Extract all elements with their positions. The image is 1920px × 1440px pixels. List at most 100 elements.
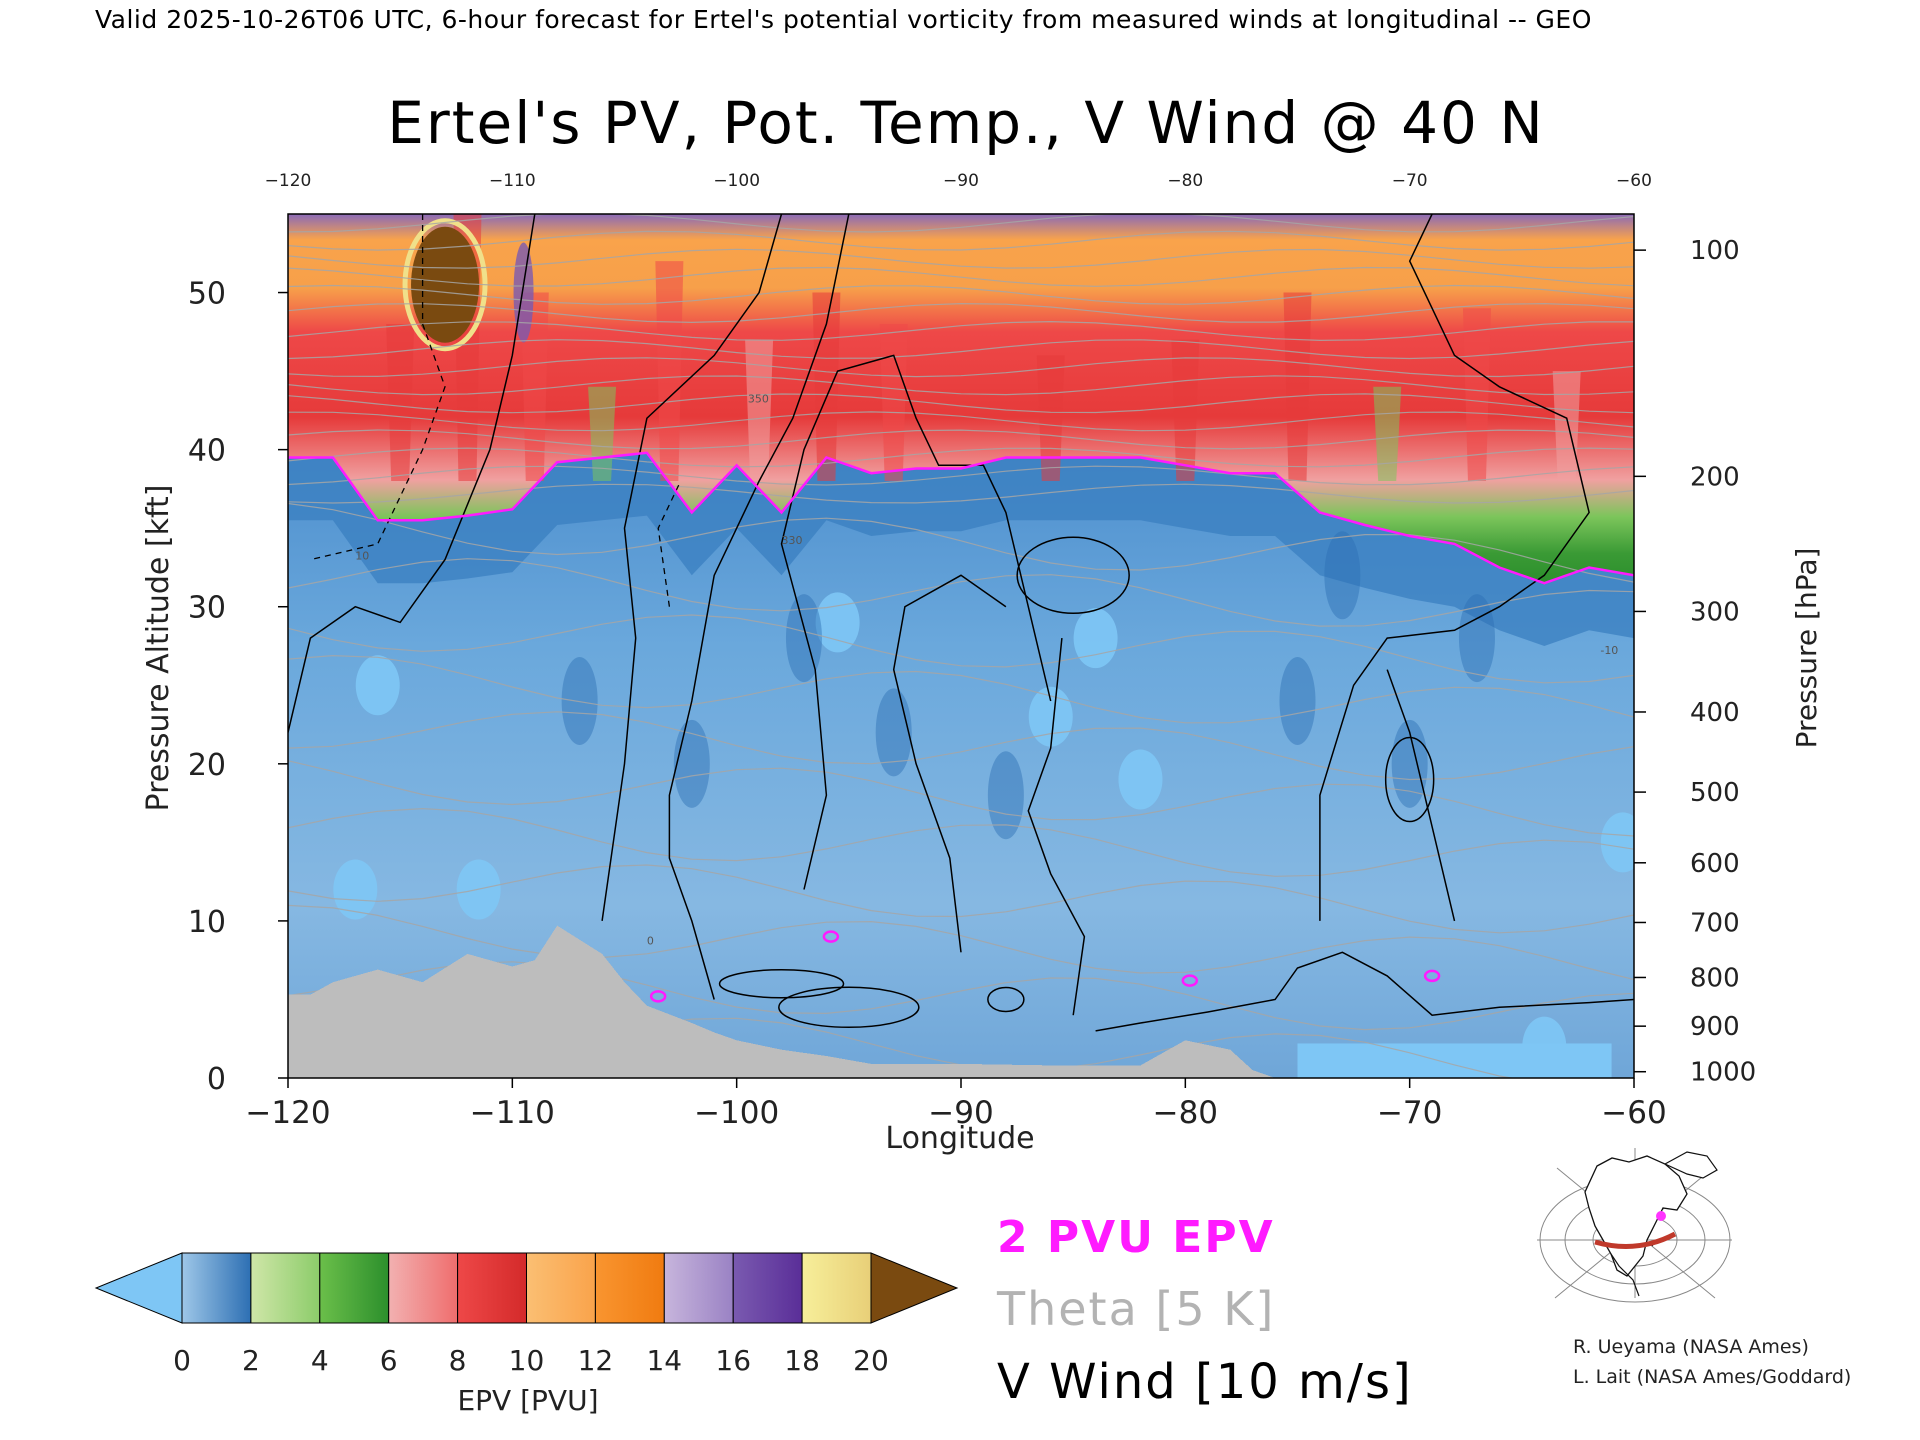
v-wind-contour	[1027, 638, 1086, 1016]
theta-contour	[288, 711, 1634, 781]
theta-contour	[288, 654, 1634, 724]
pv-plume	[1373, 386, 1402, 482]
forecast-marker-icon	[1656, 1211, 1666, 1221]
credit-line-2: L. Lait (NASA Ames/Goddard)	[1573, 1366, 1851, 1388]
contour-label: 0	[647, 934, 654, 947]
pressure-tick-label: 600	[1690, 849, 1740, 879]
theta-contour	[288, 558, 1634, 627]
pv-2pvu-marker	[1423, 969, 1441, 983]
valid-time-header: Valid 2025-10-26T06 UTC, 6-hour forecast…	[95, 5, 1592, 34]
v-wind-contour	[288, 214, 536, 733]
pv-plume	[1171, 339, 1200, 482]
theta-contour	[288, 904, 1634, 981]
theta-contour	[288, 483, 1634, 504]
low-pv-patch	[333, 859, 378, 920]
cross-section-line-icon	[1594, 1231, 1677, 1249]
colorbar-bin	[594, 1252, 665, 1324]
theta-contour	[288, 807, 1634, 877]
low-pv-patch	[1073, 608, 1118, 669]
contour-label: -10	[1600, 644, 1618, 657]
theta-contour	[288, 230, 1634, 251]
x-tick-label: −90	[928, 1095, 993, 1131]
inset-globe-map	[1537, 1148, 1732, 1303]
legend-entry: V Wind [10 m/s]	[997, 1354, 1413, 1410]
theta-contour	[288, 393, 1634, 414]
pv-plume	[1552, 371, 1581, 482]
pv-plume	[879, 323, 908, 482]
credit-line-1: R. Ueyama (NASA Ames)	[1573, 1336, 1809, 1358]
x-axis-label: Longitude	[885, 1121, 1034, 1156]
theta-contour	[288, 214, 1634, 233]
low-pv-patch	[1028, 686, 1073, 747]
low-pv-patch	[1600, 812, 1634, 873]
low-pv-patch	[1118, 749, 1163, 810]
pv-plume	[1462, 308, 1491, 482]
theta-contour	[288, 302, 1634, 324]
pv-plume	[745, 339, 774, 482]
colorbar-bin	[732, 1252, 803, 1324]
x-tick-label: −100	[694, 1095, 779, 1131]
pressure-tick-label: 900	[1690, 1012, 1740, 1042]
theta-contour	[288, 320, 1634, 342]
theta-contour	[288, 961, 1634, 1031]
y-axis-label-left: Pressure Altitude [kft]	[141, 485, 176, 812]
colorbar-bin	[663, 1252, 734, 1324]
theta-contour	[288, 339, 1634, 360]
colorbar-tick-label: 6	[380, 1344, 398, 1377]
colorbar-tick-label: 4	[311, 1344, 329, 1377]
pressure-tick-label: 500	[1690, 778, 1740, 808]
pressure-tick-label: 700	[1690, 908, 1740, 938]
colorbar-tick-label: 20	[853, 1344, 889, 1377]
pv-plume	[1036, 355, 1065, 482]
tropo-pv-patch	[1279, 656, 1316, 745]
v-wind-contour	[668, 214, 850, 1000]
theta-contour	[288, 760, 1634, 837]
colorbar-tick-label: 16	[715, 1344, 751, 1377]
legend-entry: 2 PVU EPV	[997, 1212, 1275, 1263]
v-wind-contour	[1386, 669, 1456, 922]
v-wind-contour-loop	[778, 986, 920, 1029]
contour-label: 10	[355, 550, 369, 563]
theta-contour	[288, 375, 1634, 396]
pv-2pvu-marker	[1181, 974, 1199, 987]
x-tick-label: −60	[1601, 1095, 1666, 1131]
colorbar-under-arrow	[94, 1252, 183, 1324]
tropo-pv-patch	[561, 656, 598, 745]
v-wind-negative-contour	[310, 214, 446, 561]
tropo-pv-patch	[1324, 531, 1361, 620]
top-tick-label: −100	[713, 171, 760, 191]
top-tick-label: −60	[1616, 171, 1652, 191]
pressure-tick-label: 800	[1690, 963, 1740, 993]
low-pv-surface	[1297, 1043, 1612, 1078]
high-pv-blob	[411, 226, 480, 343]
theta-contour	[288, 248, 1634, 269]
x-tick-label: −80	[1153, 1095, 1218, 1131]
theta-contour	[288, 502, 1634, 583]
pv-2pvu-marker	[822, 930, 840, 943]
low-pv-patch	[815, 592, 860, 653]
pv-plume	[386, 323, 415, 482]
colorbar-tick-label: 2	[242, 1344, 260, 1377]
x-tick-label: −120	[245, 1095, 330, 1131]
v-wind-contour-loop	[1384, 736, 1435, 823]
x-tick-label: −70	[1377, 1095, 1442, 1131]
top-tick-label: −120	[265, 171, 312, 191]
v-wind-contour	[1095, 951, 1634, 1032]
top-tick-label: −90	[943, 171, 979, 191]
theta-contour	[288, 266, 1634, 287]
legend-entry: Theta [5 K]	[996, 1282, 1275, 1336]
tropo-pv-patch	[785, 594, 822, 683]
theta-contour	[288, 465, 1634, 486]
terrain	[288, 925, 1634, 1078]
low-pv-patch	[355, 655, 400, 716]
colorbar: 0 2 4 6 8 10 12 14 16 18 20	[94, 1252, 959, 1377]
tropopause-2pvu-line	[288, 451, 1634, 585]
chart-title: Ertel's PV, Pot. Temp., V Wind @ 40 N	[387, 89, 1544, 157]
colorbar-bin	[526, 1252, 596, 1324]
colorbar-tick-label: 0	[173, 1344, 191, 1377]
y-tick-label: 30	[188, 591, 226, 626]
y-tick-label: 50	[188, 277, 226, 312]
pressure-tick-label: 400	[1690, 698, 1740, 728]
theta-contour	[288, 614, 1634, 684]
